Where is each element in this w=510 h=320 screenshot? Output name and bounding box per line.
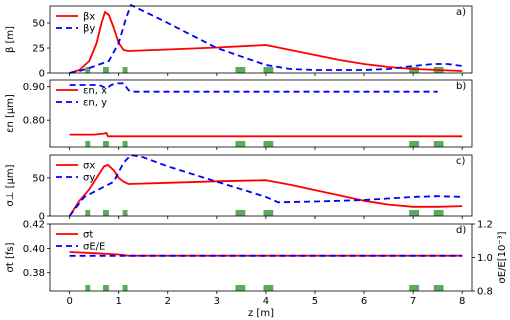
magnet-block [263,67,274,73]
panel-tag: a) [456,7,466,18]
y-axis-label: σ⊥ [μm] [5,164,16,206]
legend-label: σx [83,161,95,172]
series-line [69,4,463,74]
y-axis-label: εn [μm] [5,94,16,133]
x-tick-label: 4 [263,296,269,307]
panel-2: 0.80 0.90 εn [μm] b) εn, xεn, y [5,79,473,150]
magnet-block [85,67,91,73]
series-line [68,154,463,217]
y-tick-label: 0.40 [23,244,45,255]
plot-frame [49,223,473,292]
magnet-block [433,141,444,147]
magnet-block [409,210,420,216]
x-tick-label: 2 [165,296,171,307]
y-right-axis-label: σE/E[10⁻³] [497,231,508,283]
x-axis-label: z [m] [248,308,274,319]
y-right-tick-label: 0.8 [477,287,493,298]
magnet-block [85,210,91,216]
magnet-block [122,210,128,216]
magnet-block [85,141,91,147]
y-tick-label: 50 [32,19,45,30]
magnet-block [102,210,109,216]
x-tick-label: 0 [66,296,72,307]
series-line [69,82,438,93]
panel-4: 0.38 0.40 0.42 0.8 1.0 1.2 σE/E[10⁻³] σt [fs] d)… [5,220,508,298]
legend-label: βy [83,24,95,35]
legend-label: σy [83,173,95,184]
x-tick-label: 3 [214,296,220,307]
y-axis-label: σt [fs] [5,242,16,272]
y-tick-label: 25 [32,44,45,55]
y-right-tick-label: 1.0 [477,253,493,264]
magnet-block [263,210,274,216]
magnet-block [263,141,274,147]
x-tick-label: 5 [312,296,318,307]
magnet-block [235,67,246,73]
y-tick-label: 0 [39,212,45,223]
y-right-tick-label: 1.2 [477,220,493,231]
legend-label: εn, y [83,98,107,109]
plot-frame [49,5,473,74]
magnet-block [122,285,128,291]
y-tick-label: 0.42 [23,220,45,231]
y-tick-label: 50 [32,173,45,184]
x-tick-label: 7 [410,296,416,307]
panel-tag: c) [456,156,465,167]
y-tick-label: 0.80 [23,116,45,127]
magnet-block [102,285,109,291]
x-tick-label: 8 [459,296,465,307]
legend-label: εn, x [83,86,107,97]
magnet-block [409,141,420,147]
magnet-block [102,67,109,73]
legend-label: σt [83,230,93,241]
y-tick-label: 0.90 [23,82,45,93]
y-axis-label: β [m] [5,26,16,53]
panel-tag: b) [456,81,466,92]
magnet-block [409,67,420,73]
x-tick-label: 1 [116,296,122,307]
series-line [69,131,463,138]
series-line [68,163,463,217]
series-line [69,11,463,74]
plot-frame [49,154,473,217]
magnet-block [409,285,420,291]
magnet-block [433,210,444,216]
magnet-block [235,285,246,291]
magnet-block [433,285,444,291]
magnet-block [235,210,246,216]
magnet-block [102,141,109,147]
magnet-block [263,285,274,291]
y-tick-label: 0.38 [23,268,45,279]
plot-frame [49,79,473,148]
magnet-block [235,141,246,147]
legend-label: σE/E [83,242,105,253]
legend-label: βx [83,12,95,23]
magnet-block [122,67,128,73]
x-tick-label: 6 [361,296,367,307]
y-tick-label: 0 [39,69,45,80]
panel-tag: d) [456,225,466,236]
magnet-block [85,285,91,291]
magnet-block [122,141,128,147]
